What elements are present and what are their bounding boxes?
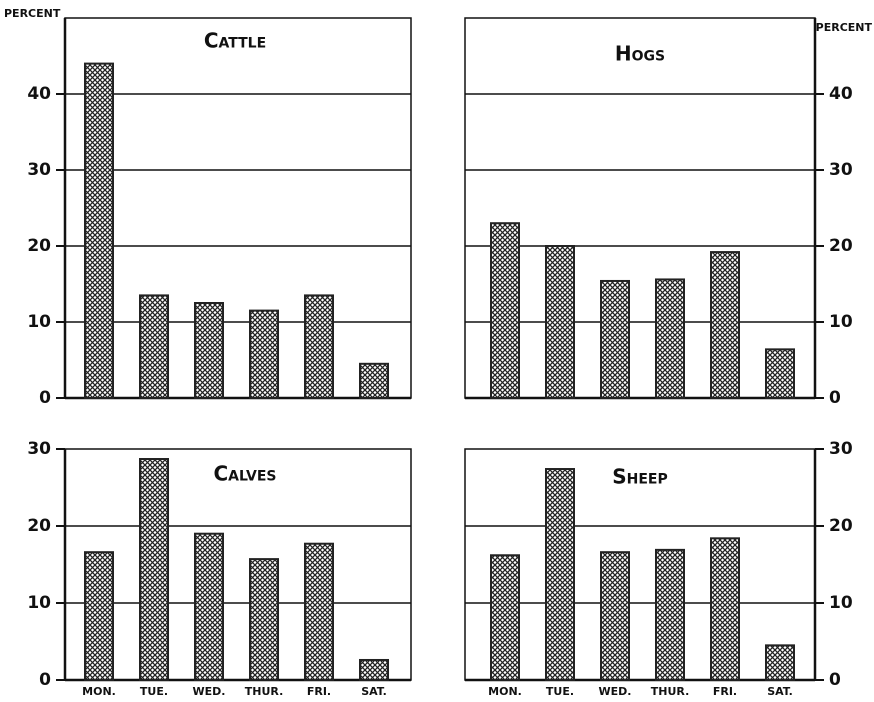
y-tick-label: 40 <box>829 84 853 104</box>
x-tick-label: WED. <box>599 685 632 698</box>
bar <box>490 554 520 682</box>
x-tick-label: TUE. <box>546 685 574 698</box>
bar <box>359 658 389 681</box>
bar <box>194 532 224 682</box>
y-tick-label: 20 <box>829 516 853 536</box>
bar <box>249 309 279 400</box>
y-tick-label: 10 <box>829 312 853 332</box>
bar <box>84 62 114 399</box>
y-tick-label: 0 <box>829 388 841 408</box>
panel-title: Cattle <box>204 29 266 53</box>
x-tick-label: THUR. <box>245 685 284 698</box>
y-tick-label: 40 <box>27 84 51 104</box>
y-tick-label: 30 <box>27 160 51 180</box>
y-axis-label: PERCENT <box>816 21 873 34</box>
x-tick-label: FRI. <box>307 685 331 698</box>
bar <box>194 302 224 399</box>
x-tick-label: WED. <box>193 685 226 698</box>
y-tick-label: 10 <box>27 593 51 613</box>
bar <box>655 278 685 399</box>
x-tick-label: FRI. <box>713 685 737 698</box>
x-tick-label: MON. <box>82 685 116 698</box>
panel-title: Hogs <box>615 42 665 66</box>
bar <box>545 245 575 399</box>
y-tick-label: 30 <box>27 439 51 459</box>
bar <box>490 222 520 399</box>
x-tick-label: TUE. <box>140 685 168 698</box>
x-tick-label: THUR. <box>651 685 690 698</box>
y-tick-label: 0 <box>39 670 51 690</box>
bar <box>765 348 795 399</box>
panel-title: Calves <box>214 462 277 486</box>
bar <box>710 537 740 681</box>
bar <box>600 279 630 399</box>
y-tick-label: 30 <box>829 160 853 180</box>
y-tick-label: 10 <box>27 312 51 332</box>
x-tick-label: SAT. <box>767 685 793 698</box>
bar <box>600 551 630 681</box>
y-tick-label: 20 <box>829 236 853 256</box>
panel-frame <box>64 17 412 399</box>
bar <box>545 468 575 681</box>
bar <box>359 362 389 399</box>
bar <box>249 558 279 681</box>
x-tick-label: MON. <box>488 685 522 698</box>
bar <box>304 294 334 399</box>
bar <box>655 548 685 681</box>
y-tick-label: 20 <box>27 516 51 536</box>
y-tick-label: 0 <box>829 670 841 690</box>
y-tick-label: 20 <box>27 236 51 256</box>
y-axis-label: PERCENT <box>4 7 61 20</box>
y-tick-label: 10 <box>829 593 853 613</box>
x-tick-label: SAT. <box>361 685 387 698</box>
bar <box>710 251 740 399</box>
y-tick-label: 0 <box>39 388 51 408</box>
bar <box>304 542 334 682</box>
y-tick-label: 30 <box>829 439 853 459</box>
bar <box>139 458 169 682</box>
bar <box>139 294 169 399</box>
bar <box>84 551 114 681</box>
bar <box>765 644 795 681</box>
panel-title: Sheep <box>612 465 668 489</box>
